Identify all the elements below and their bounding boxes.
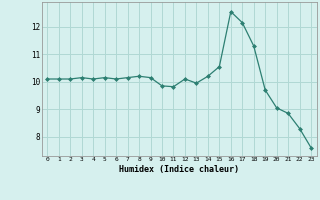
X-axis label: Humidex (Indice chaleur): Humidex (Indice chaleur) [119,165,239,174]
